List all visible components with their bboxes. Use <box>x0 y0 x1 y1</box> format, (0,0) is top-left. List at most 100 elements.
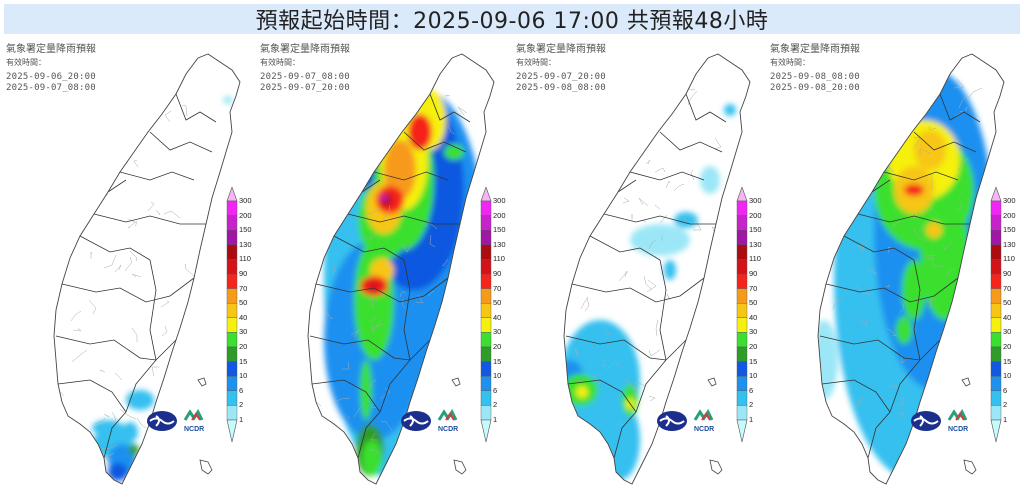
legend-tick-label: 150 <box>1003 225 1016 235</box>
legend-tick-label: 130 <box>1003 239 1016 249</box>
legend-tick-label: 15 <box>1003 356 1012 366</box>
agency-logos: NCDR <box>401 409 458 433</box>
legend-tick-label: 50 <box>749 298 758 308</box>
agency-logos: NCDR <box>657 409 714 433</box>
valid-end: 2025-09-07_20:00 <box>260 83 350 93</box>
panel-header: 氣象署定量降雨預報 有效時間： 2025-09-06_20:00 2025-09… <box>6 44 96 94</box>
legend-tick-label: 1 <box>493 415 498 424</box>
agency-title: 氣象署定量降雨預報 <box>770 44 860 55</box>
legend-tick-label: 130 <box>749 239 762 249</box>
legend-tick-label: 10 <box>239 371 248 381</box>
legend-tick-label: 1 <box>749 415 754 424</box>
legend-tick-label: 130 <box>239 239 252 249</box>
valid-time-label: 有效時間： <box>516 58 556 67</box>
legend-tick-label: 2 <box>493 400 498 410</box>
legend-tick-label: 200 <box>1003 210 1016 220</box>
forecast-panel-3: NCDR 氣象署定量降雨預報 有效時間： 2025-09-07_20:00 20… <box>510 40 764 501</box>
legend-tick-label: 15 <box>493 356 502 366</box>
taiwan-rainfall-map: NCDR <box>307 53 495 485</box>
legend-tick-label: 90 <box>1003 269 1012 278</box>
legend-tick-label: 150 <box>749 225 762 235</box>
valid-start: 2025-09-07_08:00 <box>260 72 350 82</box>
legend-tick-label: 90 <box>239 269 248 278</box>
panel-header: 氣象署定量降雨預報 有效時間： 2025-09-07_08:00 2025-09… <box>260 44 350 94</box>
panel-header: 氣象署定量降雨預報 有效時間： 2025-09-07_20:00 2025-09… <box>516 44 606 94</box>
valid-end: 2025-09-07_08:00 <box>6 83 96 93</box>
rainfall-color-legend: 1 2 6 10 15 20 30 40 50 70 90 110 130 150 200 300 <box>990 187 1018 467</box>
svg-text:NCDR: NCDR <box>694 426 714 433</box>
legend-tick-label: 20 <box>239 342 248 351</box>
forecast-panel-2: NCDR 氣象署定量降雨預報 有效時間： 2025-09-07_08:00 20… <box>254 40 508 501</box>
legend-tick-label: 200 <box>493 210 506 220</box>
legend-tick-label: 110 <box>749 254 761 264</box>
agency-title: 氣象署定量降雨預報 <box>516 44 606 55</box>
legend-tick-label: 110 <box>239 254 251 264</box>
rainfall-color-legend: 1 2 6 10 15 20 30 40 50 70 90 110 130 150 200 300 <box>226 187 254 467</box>
rainfall-color-legend: 1 2 6 10 15 20 30 40 50 70 90 110 130 150 200 300 <box>480 187 508 467</box>
taiwan-rainfall-map: NCDR <box>563 53 751 485</box>
legend-tick-label: 300 <box>239 196 252 205</box>
agency-logos: NCDR <box>911 409 968 433</box>
title-bar: 預報起始時間：2025-09-06 17:00 共預報48小時 <box>4 4 1020 34</box>
forecast-title: 預報起始時間：2025-09-06 17:00 共預報48小時 <box>255 9 769 34</box>
legend-tick-label: 40 <box>1003 312 1012 322</box>
legend-tick-label: 200 <box>239 210 252 220</box>
legend-tick-label: 20 <box>493 342 502 351</box>
legend-tick-label: 50 <box>1003 298 1012 308</box>
svg-text:NCDR: NCDR <box>184 426 204 433</box>
legend-tick-label: 300 <box>493 196 506 205</box>
legend-tick-label: 15 <box>239 356 248 366</box>
legend-tick-label: 10 <box>1003 371 1012 381</box>
legend-tick-label: 150 <box>239 225 252 235</box>
legend-tick-label: 40 <box>239 312 248 322</box>
valid-start: 2025-09-08_08:00 <box>770 72 860 82</box>
legend-tick-label: 6 <box>239 385 244 395</box>
legend-tick-label: 2 <box>749 400 754 410</box>
legend-tick-label: 2 <box>239 400 244 410</box>
legend-tick-label: 40 <box>493 312 502 322</box>
legend-tick-label: 70 <box>1003 283 1012 293</box>
legend-tick-label: 110 <box>1003 254 1015 264</box>
legend-tick-label: 10 <box>493 371 502 381</box>
rainfall-color-legend: 1 2 6 10 15 20 30 40 50 70 90 110 130 150 200 300 <box>736 187 764 467</box>
valid-start: 2025-09-07_20:00 <box>516 72 606 82</box>
valid-time-label: 有效時間： <box>6 58 46 67</box>
legend-tick-label: 40 <box>749 312 758 322</box>
legend-tick-label: 90 <box>749 269 758 278</box>
legend-tick-label: 150 <box>493 225 506 235</box>
valid-end: 2025-09-08_20:00 <box>770 83 860 93</box>
agency-title: 氣象署定量降雨預報 <box>260 44 350 55</box>
valid-end: 2025-09-08_08:00 <box>516 83 606 93</box>
valid-time-label: 有效時間： <box>260 58 300 67</box>
legend-tick-label: 130 <box>493 239 506 249</box>
legend-tick-label: 50 <box>493 298 502 308</box>
legend-tick-label: 20 <box>1003 342 1012 351</box>
valid-time-label: 有效時間： <box>770 58 810 67</box>
panel-header: 氣象署定量降雨預報 有效時間： 2025-09-08_08:00 2025-09… <box>770 44 860 94</box>
legend-tick-label: 110 <box>493 254 505 264</box>
legend-tick-label: 300 <box>749 196 762 205</box>
legend-tick-label: 30 <box>493 327 502 337</box>
svg-text:NCDR: NCDR <box>948 426 968 433</box>
legend-tick-label: 70 <box>493 283 502 293</box>
legend-tick-label: 300 <box>1003 196 1016 205</box>
legend-tick-label: 50 <box>239 298 248 308</box>
legend-tick-label: 30 <box>239 327 248 337</box>
legend-tick-label: 30 <box>749 327 758 337</box>
legend-tick-label: 30 <box>1003 327 1012 337</box>
forecast-panel-1: NCDR 氣象署定量降雨預報 有效時間： 2025-09-06_20:00 20… <box>0 40 254 501</box>
taiwan-rainfall-map: NCDR <box>53 53 241 485</box>
legend-tick-label: 200 <box>749 210 762 220</box>
legend-tick-label: 15 <box>749 356 758 366</box>
legend-tick-label: 6 <box>1003 385 1008 395</box>
legend-tick-label: 70 <box>239 283 248 293</box>
legend-tick-label: 6 <box>749 385 754 395</box>
svg-text:NCDR: NCDR <box>438 426 458 433</box>
legend-tick-label: 2 <box>1003 400 1008 410</box>
legend-tick-label: 6 <box>493 385 498 395</box>
taiwan-rainfall-map: NCDR <box>817 53 1005 485</box>
legend-tick-label: 90 <box>493 269 502 278</box>
agency-title: 氣象署定量降雨預報 <box>6 44 96 55</box>
legend-tick-label: 1 <box>239 415 244 424</box>
legend-tick-label: 70 <box>749 283 758 293</box>
